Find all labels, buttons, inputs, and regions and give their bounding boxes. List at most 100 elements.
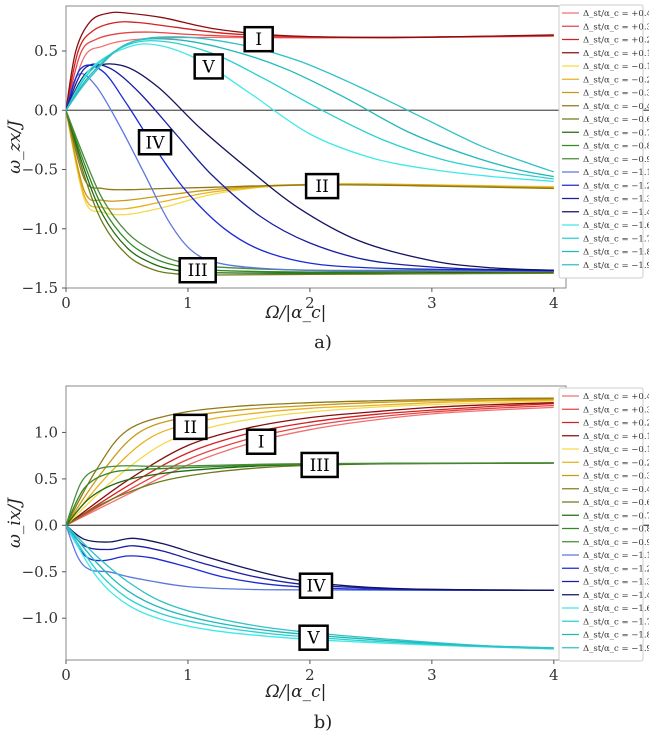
plot-frame bbox=[65, 385, 567, 661]
svg-text:III: III bbox=[188, 261, 208, 281]
legend-entry: Δ_st/α_c = −1.2 bbox=[583, 564, 649, 574]
series-line-2 bbox=[66, 21, 554, 111]
legend-entry: Δ_st/α_c = −0.4 bbox=[583, 102, 649, 112]
legend-entry: Δ_st/α_c = −1.6 bbox=[583, 604, 649, 614]
region-label-I: I bbox=[245, 428, 277, 455]
x-tick-label: 0 bbox=[61, 294, 71, 312]
series-group bbox=[66, 11, 555, 276]
x-tick-label: 1 bbox=[183, 666, 193, 684]
legend-entry: Δ_st/α_c = −1.4 bbox=[583, 591, 649, 601]
legend-entry: Δ_st/α_c = +0.1 bbox=[583, 49, 649, 59]
legend-entry: Δ_st/α_c = +0.3 bbox=[583, 22, 649, 32]
series-line-17 bbox=[66, 524, 554, 650]
y-axis-label: ω_ix/J bbox=[5, 497, 25, 548]
legend-entry: Δ_st/α_c = −0.8 bbox=[583, 142, 649, 152]
y-tick-label: 0.0 bbox=[34, 516, 58, 534]
region-label-II: II bbox=[173, 413, 208, 441]
series-line-1 bbox=[66, 404, 554, 526]
series-line-6 bbox=[66, 398, 554, 526]
svg-text:I: I bbox=[258, 433, 265, 453]
legend-entry: Δ_st/α_c = −0.1 bbox=[583, 445, 649, 455]
x-tick-label: 4 bbox=[549, 666, 559, 684]
region-label-IV: IV bbox=[298, 572, 334, 599]
legend-entry: Δ_st/α_c = −0.7 bbox=[583, 128, 649, 138]
x-tick-label: 3 bbox=[427, 666, 437, 684]
y-tick-label: 0.0 bbox=[34, 101, 58, 119]
series-line-9 bbox=[66, 110, 554, 274]
svg-text:II: II bbox=[315, 177, 328, 197]
y-axis-label: ω_zx/J bbox=[5, 119, 25, 174]
y-tick-label: −0.5 bbox=[22, 161, 58, 179]
series-line-4 bbox=[66, 400, 554, 526]
legend-entry: Δ_st/α_c = −0.6 bbox=[583, 498, 649, 508]
region-label-III: III bbox=[300, 451, 339, 479]
region-label-II: II bbox=[304, 172, 340, 200]
series-line-19 bbox=[66, 524, 554, 649]
legend-entry: Δ_st/α_c = −0.8 bbox=[583, 525, 649, 535]
legend-entry: Δ_st/α_c = −0.9 bbox=[583, 155, 649, 165]
series-line-10 bbox=[66, 110, 554, 273]
legend: Δ_st/α_c = +0.4 Δ_st/α_c = +0.3 Δ_st/α_c =… bbox=[558, 387, 649, 662]
legend-entry: Δ_st/α_c = −1.7 bbox=[583, 234, 649, 244]
svg-text:II: II bbox=[184, 418, 197, 438]
svg-text:IV: IV bbox=[146, 133, 166, 153]
series-line-7 bbox=[66, 397, 554, 526]
legend-entry: Δ_st/α_c = −0.6 bbox=[583, 115, 649, 125]
legend-entry: Δ_st/α_c = +0.4 bbox=[583, 9, 649, 19]
svg-text:IV: IV bbox=[307, 577, 327, 597]
series-line-16 bbox=[66, 43, 554, 183]
panel-b: 0 1 2 3 41.00.50.0−0.5−1.0Ω/|α_c|ω_ix/JIIIII… bbox=[5, 385, 649, 733]
legend-entry: Δ_st/α_c = −1.3 bbox=[583, 195, 649, 205]
legend-entry: Δ_st/α_c = −0.4 bbox=[583, 485, 649, 495]
region-label-I: I bbox=[243, 25, 274, 53]
panel-caption: a) bbox=[314, 332, 332, 353]
legend-entry: Δ_st/α_c = −1.1 bbox=[583, 551, 649, 561]
svg-text:V: V bbox=[306, 629, 320, 649]
legend-entry: Δ_st/α_c = −1.2 bbox=[583, 181, 649, 191]
series-line-8 bbox=[66, 110, 554, 276]
y-tick-label: 1.0 bbox=[34, 423, 58, 441]
series-line-11 bbox=[66, 462, 554, 526]
series-line-13 bbox=[66, 64, 554, 272]
legend-entry: Δ_st/α_c = −1.3 bbox=[583, 578, 649, 588]
legend-entry: Δ_st/α_c = −1.7 bbox=[583, 617, 649, 627]
region-label-IV: IV bbox=[137, 129, 173, 156]
series-line-2 bbox=[66, 402, 554, 526]
legend-entry: Δ_st/α_c = −1.6 bbox=[583, 221, 649, 231]
y-tick-label: 0.5 bbox=[34, 470, 58, 488]
legend-entry: Δ_st/α_c = −0.2 bbox=[583, 75, 649, 85]
series-line-13 bbox=[66, 524, 554, 591]
x-tick-label: 3 bbox=[427, 294, 437, 312]
series-line-3 bbox=[66, 402, 554, 526]
y-tick-label: −1.0 bbox=[22, 220, 58, 238]
svg-text:III: III bbox=[310, 456, 330, 476]
region-label-V: V bbox=[298, 624, 329, 651]
legend-entry: Δ_st/α_c = −0.7 bbox=[583, 511, 649, 521]
y-tick-label: −1.5 bbox=[22, 279, 58, 297]
series-line-15 bbox=[66, 63, 554, 271]
series-line-14 bbox=[66, 63, 554, 271]
legend-entry: Δ_st/α_c = −1.9 bbox=[583, 261, 649, 271]
legend-entry: Δ_st/α_c = −0.3 bbox=[583, 89, 649, 99]
region-label-III: III bbox=[178, 256, 217, 284]
panel-caption: b) bbox=[314, 712, 333, 733]
legend-entry: Δ_st/α_c = +0.4 bbox=[583, 392, 649, 402]
x-tick-label: 1 bbox=[183, 294, 193, 312]
series-line-3 bbox=[66, 11, 554, 111]
svg-text:V: V bbox=[202, 57, 216, 77]
legend-entry: Δ_st/α_c = −0.1 bbox=[583, 62, 649, 72]
legend-entry: Δ_st/α_c = −1.9 bbox=[583, 644, 649, 654]
x-tick-label: 2 bbox=[305, 666, 315, 684]
x-tick-label: 0 bbox=[61, 666, 71, 684]
x-tick-label: 2 bbox=[305, 294, 315, 312]
legend-entry: Δ_st/α_c = −1.8 bbox=[583, 631, 649, 641]
series-line-5 bbox=[66, 399, 554, 526]
panel-a: 0 1 2 3 40.50.0−0.5−1.0−1.5Ω/|α_c|ω_zx/JIVIV… bbox=[5, 4, 649, 353]
legend-entry: Δ_st/α_c = −0.9 bbox=[583, 538, 649, 548]
y-tick-label: −0.5 bbox=[22, 563, 58, 581]
series-line-12 bbox=[66, 73, 554, 273]
legend-entry: Δ_st/α_c = +0.1 bbox=[583, 432, 649, 442]
legend-entry: Δ_st/α_c = +0.2 bbox=[583, 419, 649, 429]
legend-entry: Δ_st/α_c = −0.2 bbox=[583, 458, 649, 468]
